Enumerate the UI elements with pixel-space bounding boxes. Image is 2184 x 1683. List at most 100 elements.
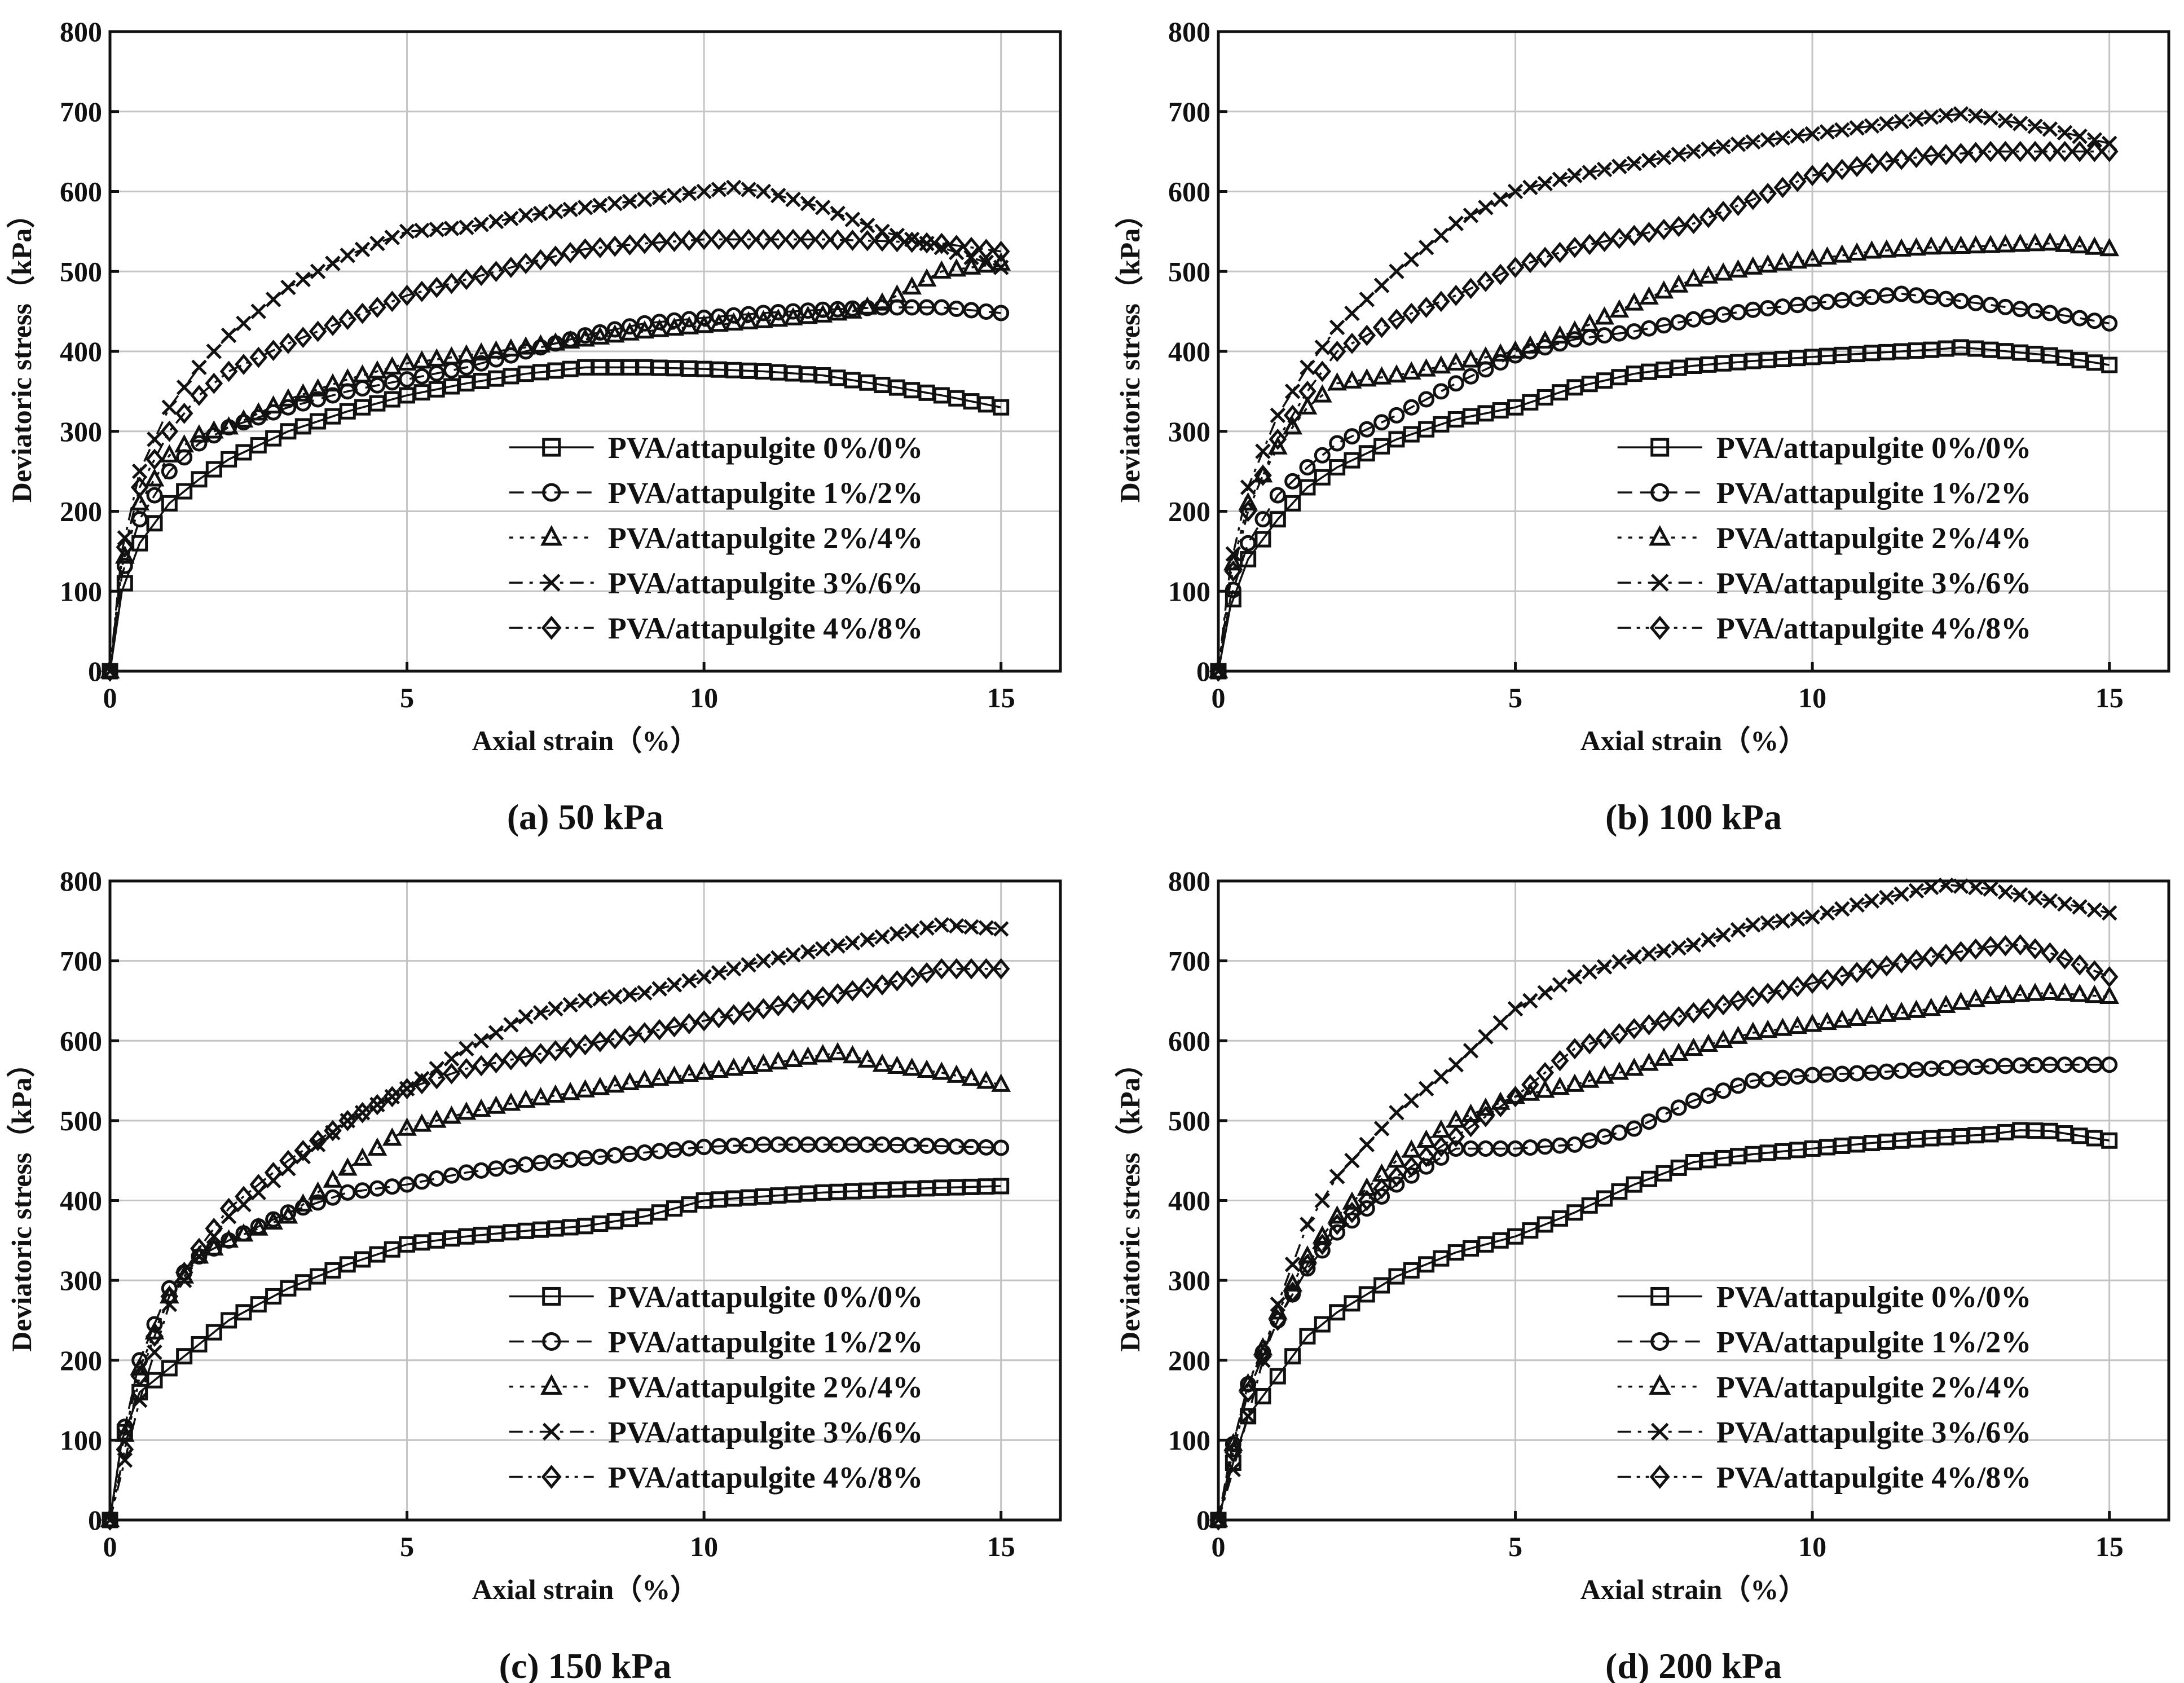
triangle-marker xyxy=(501,338,521,357)
diamond-marker xyxy=(724,1004,743,1026)
diamond-marker xyxy=(1313,360,1332,382)
triangle-marker xyxy=(2069,984,2090,1002)
circle-marker xyxy=(1745,301,1762,318)
y-tick-label: 0 xyxy=(88,655,102,687)
diamond-marker xyxy=(264,1162,283,1183)
diamond-marker xyxy=(2026,938,2044,960)
cross-marker xyxy=(755,183,772,200)
triangle-marker xyxy=(1342,1191,1362,1210)
circle-marker xyxy=(1804,295,1821,312)
legend-circle-marker xyxy=(542,483,561,502)
triangle-marker xyxy=(649,1067,670,1086)
triangle-marker xyxy=(560,330,580,349)
diamond-marker xyxy=(724,228,743,250)
triangle-marker xyxy=(694,1061,714,1080)
diamond-marker xyxy=(442,1063,461,1085)
triangle-marker xyxy=(1832,1010,1852,1028)
cross-marker xyxy=(1522,179,1538,196)
series-line xyxy=(1217,346,2110,672)
square-marker xyxy=(131,535,148,552)
diamond-marker xyxy=(932,958,951,980)
triangle-marker xyxy=(174,434,195,453)
triangle-marker xyxy=(1431,355,1451,374)
diamond-marker xyxy=(1343,332,1361,354)
triangle-marker xyxy=(367,360,388,379)
cross-marker xyxy=(1373,277,1390,293)
legend-label: PVA/attapulgite 1%/2% xyxy=(608,476,923,510)
triangle-marker xyxy=(100,1509,120,1527)
cross-marker xyxy=(1774,130,1791,146)
diamond-marker xyxy=(1952,941,1970,963)
triangle-marker xyxy=(635,1069,655,1088)
y-tick-label: 800 xyxy=(60,16,102,47)
triangle-marker xyxy=(1386,364,1407,383)
diamond-marker xyxy=(487,1052,505,1074)
diamond-marker xyxy=(309,1130,327,1152)
circle-marker xyxy=(2041,305,2058,321)
square-marker xyxy=(205,1324,222,1341)
cross-marker xyxy=(741,957,756,973)
triangle-marker xyxy=(516,1089,536,1108)
cross-marker xyxy=(859,932,875,948)
series-4 xyxy=(1210,878,2117,1528)
y-tick-label: 600 xyxy=(60,176,102,208)
triangle-marker xyxy=(1208,1509,1228,1527)
circle-marker xyxy=(488,1160,505,1177)
cross-marker xyxy=(844,935,861,951)
square-marker xyxy=(161,495,178,512)
diamond-marker xyxy=(650,231,669,253)
cross-marker xyxy=(443,221,460,236)
diamond-marker xyxy=(116,1439,134,1460)
circle-marker xyxy=(963,302,980,319)
triangle-marker xyxy=(1639,1052,1659,1071)
cross-marker xyxy=(1715,927,1731,943)
triangle-marker xyxy=(1490,343,1511,362)
circle-marker xyxy=(1967,294,1984,311)
y-tick-label: 600 xyxy=(60,1025,102,1056)
triangle-marker xyxy=(917,1059,937,1078)
triangle-marker xyxy=(1891,238,1912,257)
triangle-marker xyxy=(367,1137,388,1156)
square-marker xyxy=(1344,1295,1360,1312)
legend-label: PVA/attapulgite 4%/8% xyxy=(608,611,923,645)
gridlines xyxy=(1218,881,2169,1520)
circle-marker xyxy=(1848,290,1865,307)
cross-marker xyxy=(770,950,786,966)
cross-marker xyxy=(1463,208,1479,223)
circle-marker xyxy=(948,301,965,318)
triangle-marker xyxy=(1728,259,1748,278)
triangle-marker xyxy=(1357,368,1377,387)
legend-label: PVA/attapulgite 3%/6% xyxy=(608,566,923,600)
diamond-marker xyxy=(338,1109,357,1131)
circle-marker xyxy=(1952,293,1969,310)
cross-marker xyxy=(1819,124,1835,140)
diamond-marker xyxy=(1521,1074,1539,1096)
circle-marker xyxy=(473,1162,490,1179)
panel-caption: (b) 100 kPa xyxy=(1605,797,1782,837)
cross-marker xyxy=(518,208,534,223)
y-tick-label: 100 xyxy=(1168,575,1210,607)
circle-marker xyxy=(310,1194,327,1211)
circle-marker xyxy=(1388,1176,1405,1193)
diamond-marker xyxy=(754,228,773,250)
triangle-marker xyxy=(768,308,789,327)
triangle-marker xyxy=(1773,252,1793,271)
diamond-marker xyxy=(2100,140,2119,162)
diamond-marker xyxy=(620,1025,639,1047)
square-marker xyxy=(176,1348,193,1365)
cross-marker xyxy=(592,197,608,214)
circle-marker xyxy=(2101,1056,2118,1073)
diamond-marker xyxy=(279,332,297,354)
y-tick-label: 500 xyxy=(1168,1105,1210,1136)
diamond-marker xyxy=(1447,284,1465,306)
diamond-marker xyxy=(235,1186,253,1208)
triangle-marker xyxy=(575,328,595,347)
diamond-marker xyxy=(457,268,475,290)
circle-marker xyxy=(339,1184,356,1201)
diamond-marker xyxy=(710,228,728,250)
diamond-marker xyxy=(1477,271,1495,292)
diamond-marker xyxy=(977,958,996,980)
triangle-marker xyxy=(1401,361,1421,380)
x-axis-title: Axial strain（%） xyxy=(1580,1574,1807,1605)
cross-marker xyxy=(666,187,682,204)
